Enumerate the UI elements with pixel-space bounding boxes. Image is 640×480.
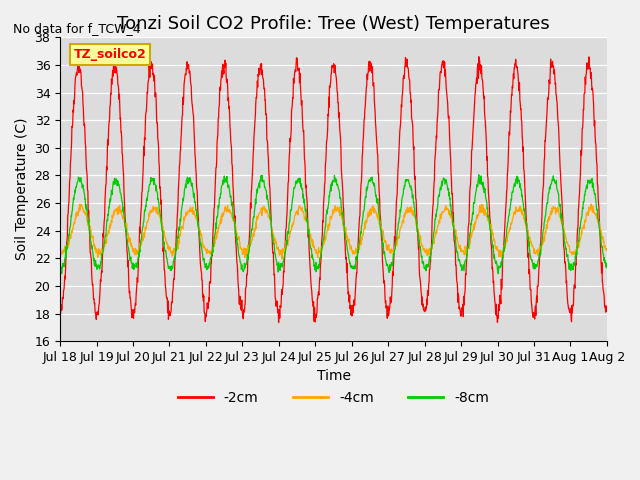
- -4cm: [56, 246, 64, 252]
- -8cm: [603, 265, 611, 271]
- -8cm: [56, 269, 64, 275]
- -2cm: [475, 54, 483, 60]
- -2cm: [56, 309, 64, 314]
- Y-axis label: Soil Temperature (C): Soil Temperature (C): [15, 118, 29, 261]
- -8cm: [164, 265, 172, 271]
- -4cm: [603, 248, 611, 253]
- X-axis label: Time: Time: [317, 370, 351, 384]
- -8cm: [490, 255, 498, 261]
- -2cm: [491, 293, 499, 299]
- -4cm: [490, 238, 498, 244]
- -2cm: [178, 122, 186, 128]
- -2cm: [239, 314, 247, 320]
- -4cm: [239, 246, 247, 252]
- -8cm: [178, 206, 186, 212]
- Text: TZ_soilco2: TZ_soilco2: [74, 48, 147, 61]
- -2cm: [419, 303, 426, 309]
- -2cm: [603, 308, 611, 313]
- -8cm: [494, 271, 502, 276]
- -4cm: [588, 201, 595, 207]
- -4cm: [278, 256, 286, 262]
- -8cm: [475, 172, 483, 178]
- -8cm: [419, 260, 426, 266]
- -2cm: [275, 320, 282, 325]
- -2cm: [164, 317, 172, 323]
- Line: -4cm: -4cm: [60, 204, 607, 259]
- Line: -8cm: -8cm: [60, 175, 607, 274]
- Legend: -2cm, -4cm, -8cm: -2cm, -4cm, -8cm: [172, 385, 495, 410]
- -8cm: [539, 233, 547, 239]
- -2cm: [539, 191, 547, 197]
- -8cm: [239, 268, 247, 274]
- Line: -2cm: -2cm: [60, 57, 607, 323]
- -4cm: [538, 238, 546, 243]
- Title: Tonzi Soil CO2 Profile: Tree (West) Temperatures: Tonzi Soil CO2 Profile: Tree (West) Temp…: [117, 15, 550, 33]
- -4cm: [419, 242, 426, 248]
- -4cm: [178, 224, 186, 229]
- Text: No data for f_TCW_4: No data for f_TCW_4: [13, 22, 140, 35]
- -4cm: [164, 243, 172, 249]
